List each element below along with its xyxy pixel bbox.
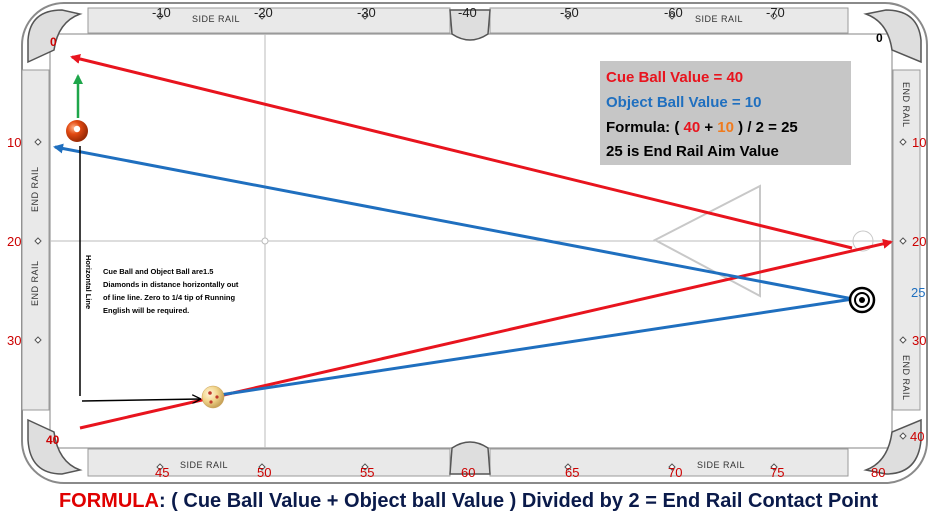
top-label-70: -70	[766, 5, 785, 20]
bottom-label-45: 45	[155, 465, 169, 480]
info-box: Cue Ball Value = 40 Object Ball Value = …	[600, 61, 851, 165]
pocket-top-right	[863, 9, 922, 64]
left-label-20: 20	[7, 234, 21, 249]
side-rail-label-top-left: SIDE RAIL	[192, 14, 240, 24]
object-ball	[66, 120, 88, 142]
distance-note: Cue Ball and Object Ball are1.5 Diamonds…	[103, 267, 239, 315]
pocket-top-side	[449, 9, 491, 41]
object-ball-value: Object Ball Value = 10	[606, 94, 762, 111]
svg-text:of line line. Zero to 1/4 tip: of line line. Zero to 1/4 tip of Running	[103, 293, 235, 302]
left-label-10: 10	[7, 135, 21, 150]
top-label-50: -50	[560, 5, 579, 20]
top-label-10: -10	[152, 5, 171, 20]
blue-path-to-10	[53, 143, 854, 301]
corner-label-top-left: 0	[50, 35, 57, 49]
top-label-40: -40	[458, 5, 477, 20]
cue-ball-value: Cue Ball Value = 40	[606, 69, 743, 86]
pocket-bottom-right	[863, 418, 922, 475]
bottom-label-55: 55	[360, 465, 374, 480]
horizontal-line-label: Horizontal Line	[84, 255, 93, 309]
bottom-label-70: 70	[668, 465, 682, 480]
aim-value-text: 25 is End Rail Aim Value	[606, 143, 779, 160]
bottom-label-75: 75	[770, 465, 784, 480]
side-rail-label-bottom-left: SIDE RAIL	[180, 460, 228, 470]
rail-diamonds	[34, 12, 907, 471]
pocket-bottom-left	[27, 418, 83, 475]
pocket-bottom-side	[449, 441, 491, 475]
end-rail-label-left-upper: END RAIL	[30, 166, 40, 212]
red-path-to-zero	[70, 54, 853, 250]
svg-text:Diamonds in distance horizonta: Diamonds in distance horizontally out	[103, 280, 239, 289]
formula-rest: : ( Cue Ball Value + Object ball Value )…	[158, 490, 879, 512]
bottom-formula: FORMULA: ( Cue Ball Value + Object ball …	[0, 490, 937, 513]
bottom-label-50: 50	[257, 465, 271, 480]
top-label-20: -20	[254, 5, 273, 20]
top-label-30: -30	[357, 5, 376, 20]
right-label-25: 25	[911, 285, 925, 300]
right-label-10: 10	[912, 135, 926, 150]
corner-label-top-right: 0	[876, 31, 883, 45]
end-rail-label-left-lower: END RAIL	[30, 260, 40, 306]
pockets	[27, 9, 922, 475]
bottom-label-60: 60	[461, 465, 475, 480]
table-svg: SIDE RAIL SIDE RAIL SIDE RAIL SIDE RAIL …	[7, 2, 928, 484]
formula-line: Formula: ( 40 + 10 ) / 2 = 25	[606, 119, 798, 136]
top-label-60: -60	[664, 5, 683, 20]
blue-path-object	[212, 297, 854, 398]
corner-label-bottom-left: 40	[46, 433, 60, 447]
left-label-30: 30	[7, 333, 21, 348]
end-rail-label-right-lower: END RAIL	[901, 355, 911, 401]
right-label-40: 40	[910, 429, 924, 444]
horizontal-line-arrow	[81, 399, 200, 401]
pocket-top-left	[27, 9, 83, 64]
cue-ball	[201, 385, 225, 409]
side-rail-label-bottom-right: SIDE RAIL	[697, 460, 745, 470]
side-rail-label-top-right: SIDE RAIL	[695, 14, 743, 24]
corner-label-bottom-right: 80	[871, 465, 885, 480]
right-label-20: 20	[912, 234, 926, 249]
end-rail-label-right-upper: END RAIL	[901, 82, 911, 128]
formula-key: FORMULA	[58, 490, 159, 512]
svg-text:English will be required.: English will be required.	[103, 306, 189, 315]
right-label-30: 30	[912, 333, 926, 348]
target-icon	[848, 286, 876, 314]
svg-text:Cue Ball and Object Ball are1.: Cue Ball and Object Ball are1.5	[103, 267, 213, 276]
bottom-label-65: 65	[565, 465, 579, 480]
